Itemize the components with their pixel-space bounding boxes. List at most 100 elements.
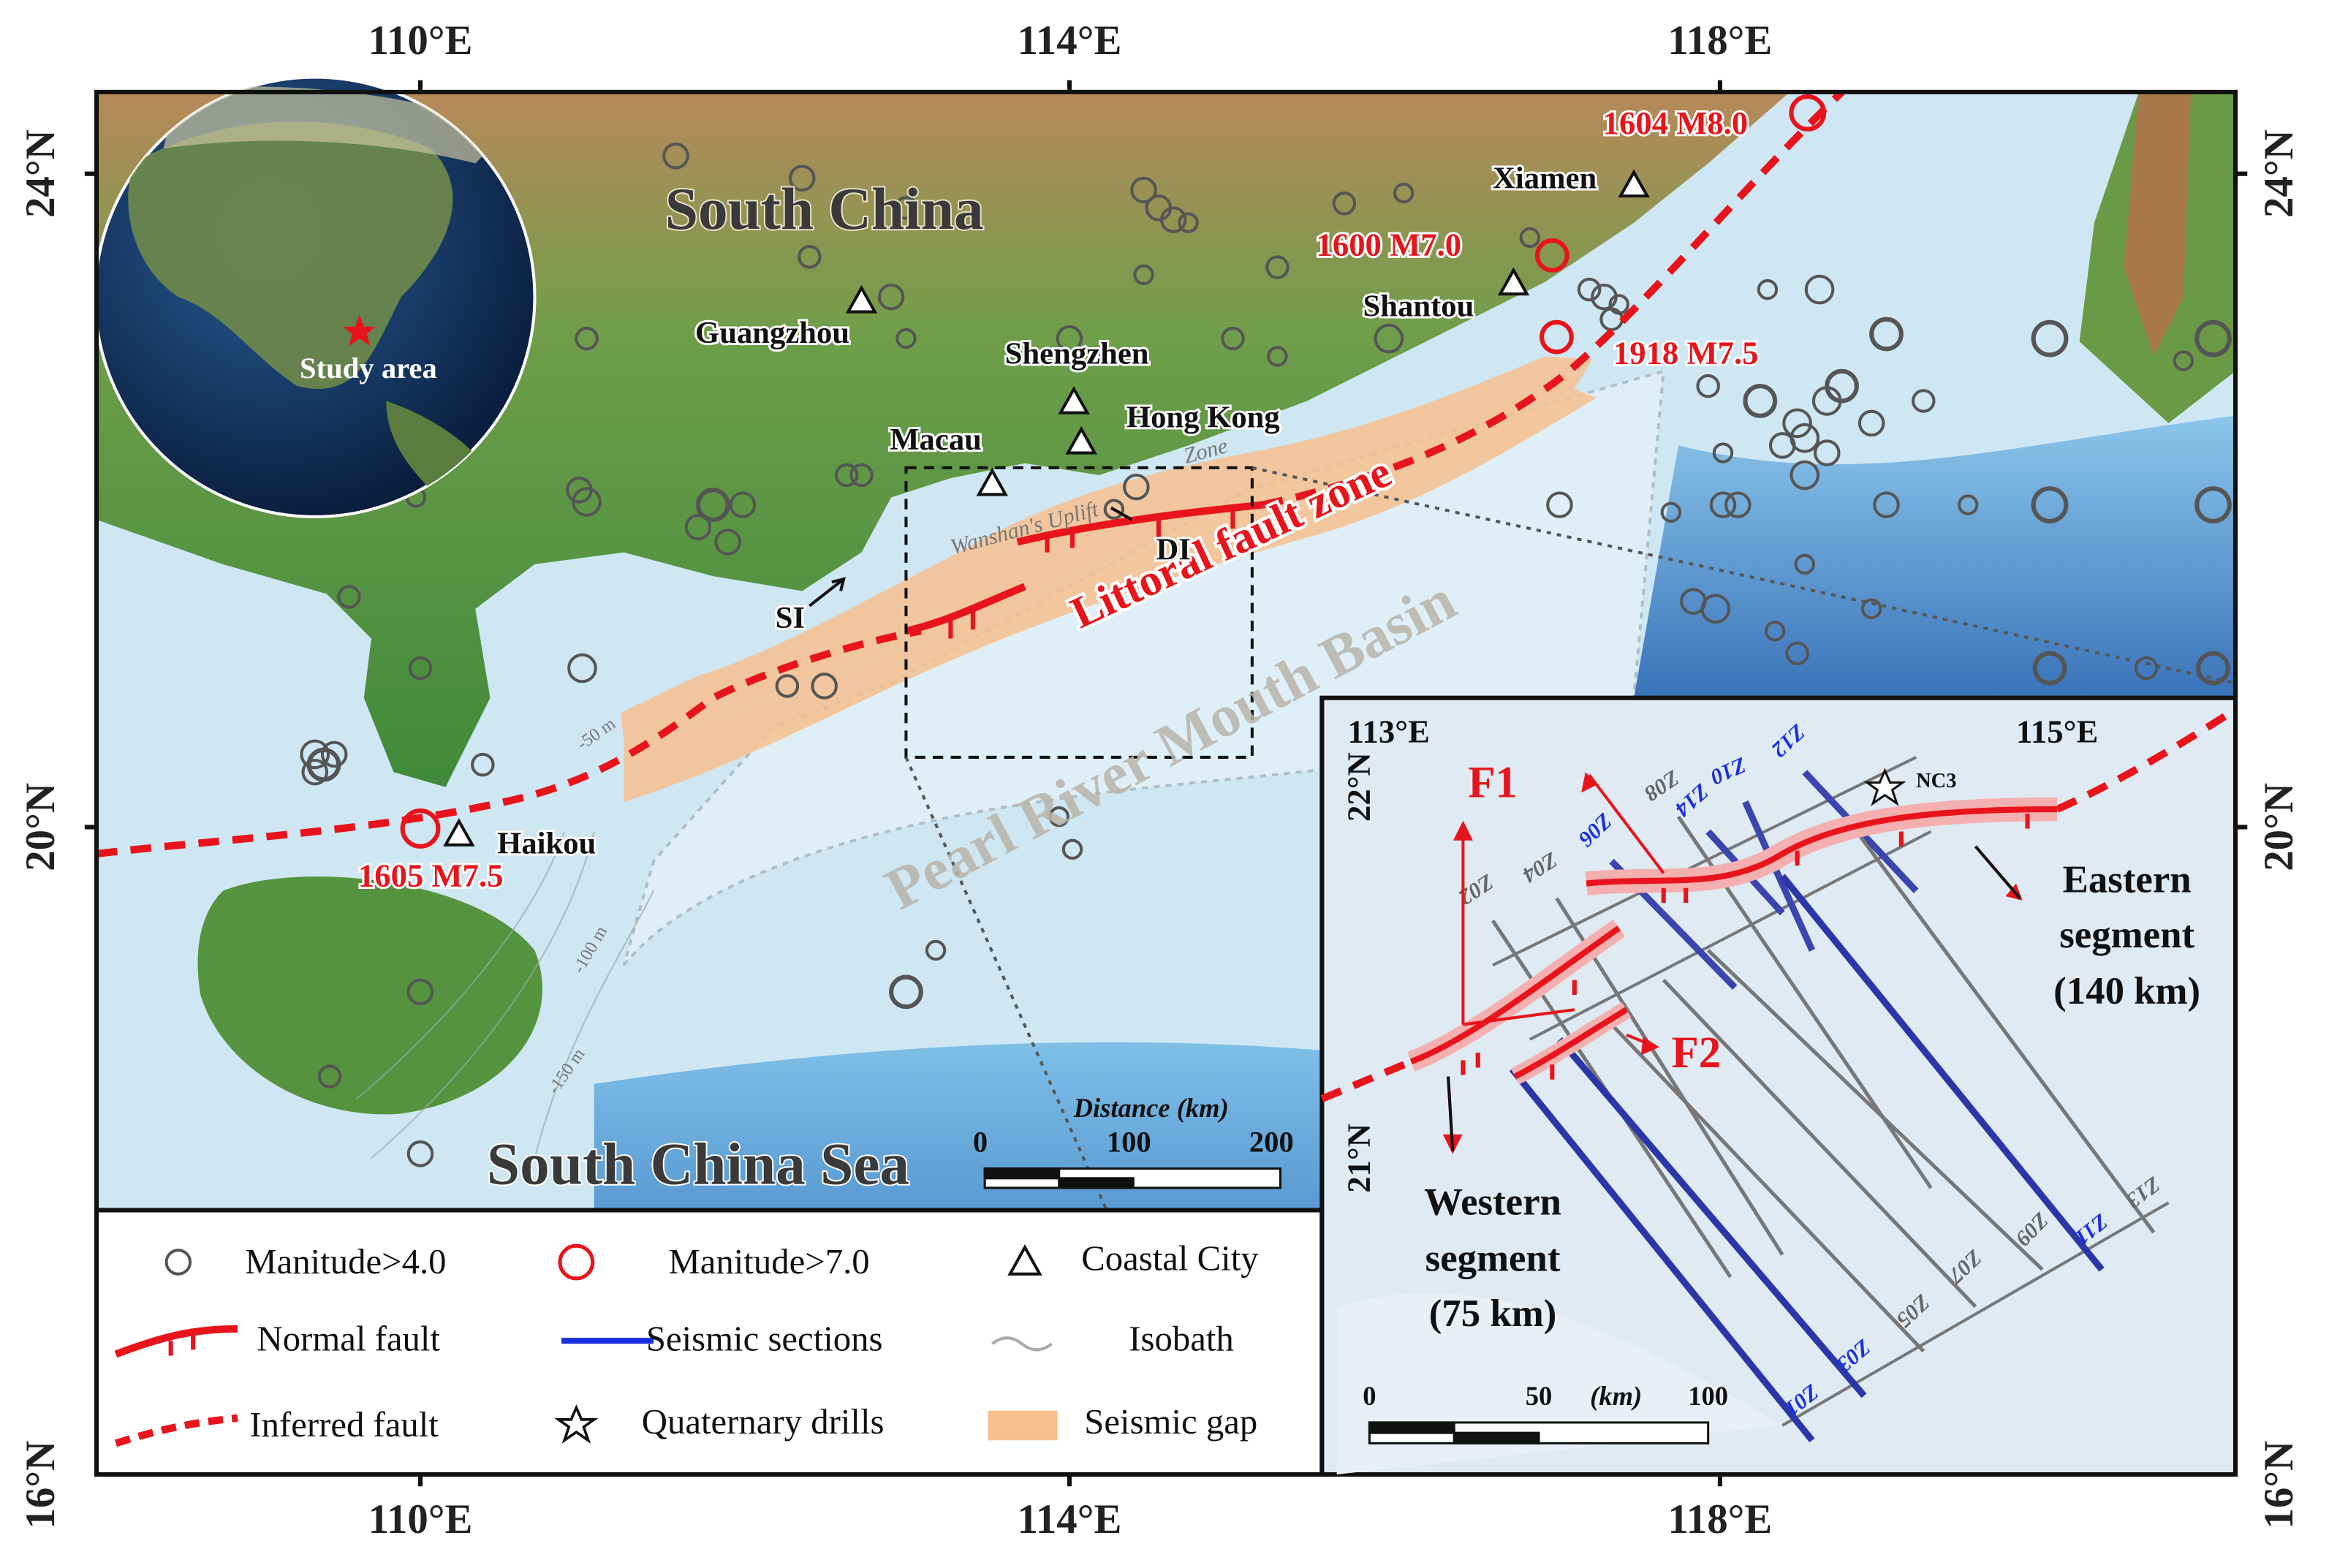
- quake-label: 1604 M8.0: [1603, 105, 1749, 141]
- segment-label: (140 km): [2053, 970, 2200, 1012]
- quake-label: 1918 M7.5: [1613, 335, 1759, 371]
- earthquake: [2134, 656, 2159, 681]
- earthquake: [317, 1064, 342, 1088]
- earthquake: [2031, 319, 2069, 357]
- legend-label: Manitude>7.0: [668, 1242, 869, 1281]
- inset-scale-tick: 0: [1363, 1381, 1376, 1411]
- lon-tick: 110°E: [368, 1496, 473, 1542]
- globe-label: Study area: [300, 352, 437, 385]
- legend-label: Manitude>4.0: [245, 1242, 446, 1281]
- segment-label: Western: [1424, 1181, 1561, 1224]
- earthquake: [889, 974, 923, 1010]
- earthquake: [684, 513, 712, 541]
- inset-scale-tick: 50: [1526, 1381, 1553, 1411]
- earthquake: [408, 656, 433, 681]
- earthquake: [1743, 384, 1778, 418]
- earthquake: [695, 488, 730, 522]
- earthquake: [301, 758, 329, 786]
- legend-label: Quaternary drills: [642, 1402, 885, 1442]
- earthquake: [788, 164, 816, 192]
- earthquake: [406, 978, 434, 1006]
- city-markers: [443, 169, 1650, 847]
- section-line: [1557, 1037, 1867, 1398]
- earthquake: [1123, 473, 1150, 501]
- legend-label: Normal fault: [257, 1319, 441, 1358]
- earthquake: [1374, 323, 1404, 354]
- earthquake: [1764, 621, 1786, 642]
- lat-tick: 24°N: [2256, 129, 2302, 218]
- city-label: Guangzhou: [695, 316, 849, 350]
- earthquake: [925, 939, 947, 961]
- earthquake: [575, 326, 599, 351]
- legend-label: Inferred fault: [249, 1405, 439, 1444]
- earthquake-circles: [300, 143, 2232, 1167]
- earthquake: [1696, 374, 1720, 398]
- inset-lat-tick: 21°N: [1340, 1124, 1376, 1193]
- segment-label: segment: [1425, 1238, 1561, 1280]
- lon-tick: 114°E: [1018, 18, 1122, 64]
- city-label: Hong Kong: [1126, 401, 1280, 435]
- earthquake: [2194, 319, 2232, 357]
- earthquake: [1709, 491, 1737, 518]
- earthquake: [1825, 368, 1859, 404]
- earthquake: [2194, 486, 2232, 524]
- marker-label: DI: [1156, 532, 1190, 567]
- city-label: Haikou: [497, 827, 596, 861]
- earthquake: [662, 143, 689, 170]
- earthquake: [1857, 409, 1885, 437]
- segment-label: (75 km): [1429, 1292, 1557, 1335]
- section-line: [1706, 949, 2044, 1271]
- earthquake: [1133, 264, 1154, 285]
- lon-tick: 118°E: [1667, 18, 1772, 64]
- earthquake: [811, 673, 838, 700]
- earthquake: [1790, 423, 1820, 453]
- earthquake: [2032, 651, 2067, 686]
- earthquake: [1577, 277, 1602, 302]
- earthquake: [849, 463, 874, 488]
- earthquake: [1712, 442, 1734, 463]
- inset-lon-tick: 115°E: [2016, 713, 2098, 750]
- earthquake: [2173, 350, 2194, 371]
- inset-scale-bar: [1368, 1421, 1710, 1444]
- earthquake: [1159, 206, 1187, 233]
- inset-scale-unit: (km): [1590, 1381, 1642, 1411]
- earthquake: [775, 674, 800, 698]
- earthquake: [1757, 279, 1779, 300]
- earthquake: [1782, 408, 1812, 439]
- earthquake: [1813, 439, 1841, 466]
- earthquake: [1724, 491, 1752, 518]
- section-line: [1742, 800, 1816, 952]
- inset-lon-tick: 113°E: [1348, 713, 1430, 750]
- section-line: [1610, 1023, 1925, 1353]
- lon-tick: 114°E: [1018, 1496, 1122, 1542]
- earthquake: [566, 477, 593, 504]
- lat-tick: 24°N: [18, 129, 64, 218]
- earthquake: [1912, 389, 1936, 413]
- earthquake: [1130, 176, 1157, 204]
- segment-label: Eastern: [2063, 859, 2192, 901]
- city-label: Shengzhen: [1005, 336, 1149, 371]
- inset-scale-tick: 100: [1688, 1381, 1728, 1411]
- legend-label: Isobath: [1129, 1319, 1234, 1358]
- section-line: [1662, 978, 1977, 1308]
- earthquake: [1660, 501, 1682, 523]
- inset: Z01Z02Z03Z04Z05Z06Z07Z08Z09Z10Z11Z12Z13Z…: [1319, 695, 2238, 1477]
- earthquake: [1790, 460, 1820, 491]
- quake-label: 1605 M7.5: [358, 857, 504, 894]
- earthquake: [1873, 491, 1900, 518]
- drill-label: NC3: [1916, 770, 1956, 792]
- earthquake: [1804, 274, 1835, 305]
- earthquake: [1103, 499, 1125, 520]
- earthquake: [1794, 553, 1815, 575]
- earthquake: [1265, 255, 1290, 279]
- cross-line: [1492, 756, 2170, 1427]
- section-line: [1855, 830, 2156, 1234]
- earthquake: [406, 1140, 434, 1167]
- earthquake: [834, 463, 859, 488]
- earthquake: [1221, 326, 1245, 351]
- earthquake: [471, 752, 495, 777]
- earthquake: [1178, 212, 1199, 233]
- lat-tick: 16°N: [18, 1441, 64, 1529]
- earthquake: [567, 653, 597, 683]
